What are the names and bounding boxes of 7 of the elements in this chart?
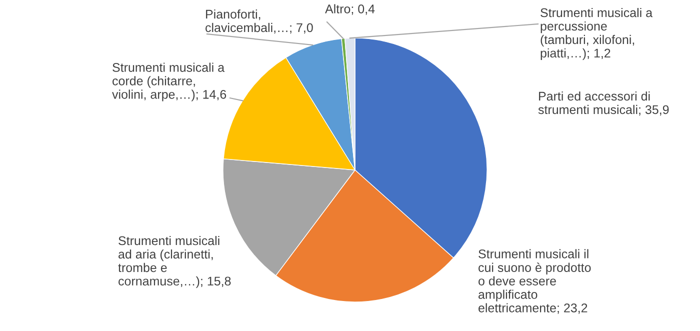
- slice-label: Strumenti musicali il cui suono è prodotto o deve essere amplificato elettricamente; 23,2: [478, 249, 591, 314]
- slice-label: Strumenti musicali ad aria (clarinetti, trombe e cornamuse,…); 15,8: [118, 236, 231, 288]
- slice-label: Parti ed accessori di strumenti musicali; 35,9: [538, 91, 669, 116]
- slice-label: Strumenti musicali a percussione (tamburi, xilofoni, piatti,…); 1,2: [540, 8, 653, 60]
- slice-label: Altro; 0,4: [325, 4, 375, 15]
- slice-label: Strumenti musicali a corde (chitarre, violini, arpe,…); 14,6: [112, 62, 226, 102]
- slice-label: Pianoforti, clavicembali,…; 7,0: [206, 9, 313, 34]
